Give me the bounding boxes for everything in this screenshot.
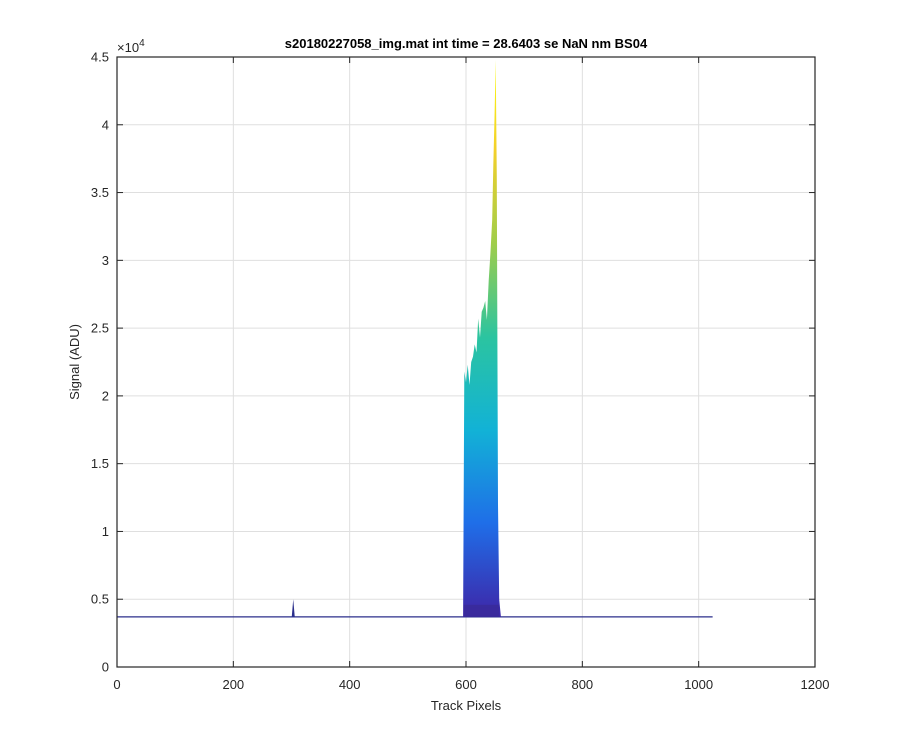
y-tick-label: 0	[102, 660, 109, 675]
y-tick-label: 0.5	[91, 592, 109, 607]
grid-lines	[117, 57, 815, 667]
x-tick-label: 800	[571, 677, 593, 692]
exponent-power: 4	[139, 38, 145, 49]
x-tick-label: 200	[222, 677, 244, 692]
x-tick-label: 1000	[684, 677, 713, 692]
y-axis-ticks: 0 0.5 1 1.5 2 2.5 3 3.5 4 4.5	[91, 50, 815, 675]
y-tick-label: 4.5	[91, 50, 109, 65]
x-tick-label: 0	[113, 677, 120, 692]
signal-series	[117, 59, 713, 618]
x-axis-ticks: 0 200 400 600 800 1000 1200	[113, 57, 829, 692]
x-tick-label: 1200	[801, 677, 830, 692]
y-tick-label: 4	[102, 117, 109, 132]
peak-base-band	[463, 604, 500, 617]
plot-area: 0 200 400 600 800 1000 1200 0 0.5 1 1.5 2 2.5 3 3.5 4 4…	[91, 50, 830, 693]
y-tick-label: 3	[102, 253, 109, 268]
peak-area	[463, 59, 501, 617]
y-axis-label: Signal (ADU)	[67, 324, 82, 400]
exponent-base: ×10	[117, 40, 139, 55]
y-tick-label: 3.5	[91, 185, 109, 200]
x-tick-label: 400	[339, 677, 361, 692]
x-axis-label: Track Pixels	[431, 698, 502, 713]
y-tick-label: 2	[102, 388, 109, 403]
y-tick-label: 2.5	[91, 321, 109, 336]
chart-title: s20180227058_img.mat int time = 28.6403 …	[285, 36, 648, 51]
x-tick-label: 600	[455, 677, 477, 692]
y-tick-label: 1.5	[91, 456, 109, 471]
y-tick-label: 1	[102, 524, 109, 539]
y-axis-exponent: ×104	[117, 38, 145, 55]
spike-mark	[291, 599, 295, 617]
